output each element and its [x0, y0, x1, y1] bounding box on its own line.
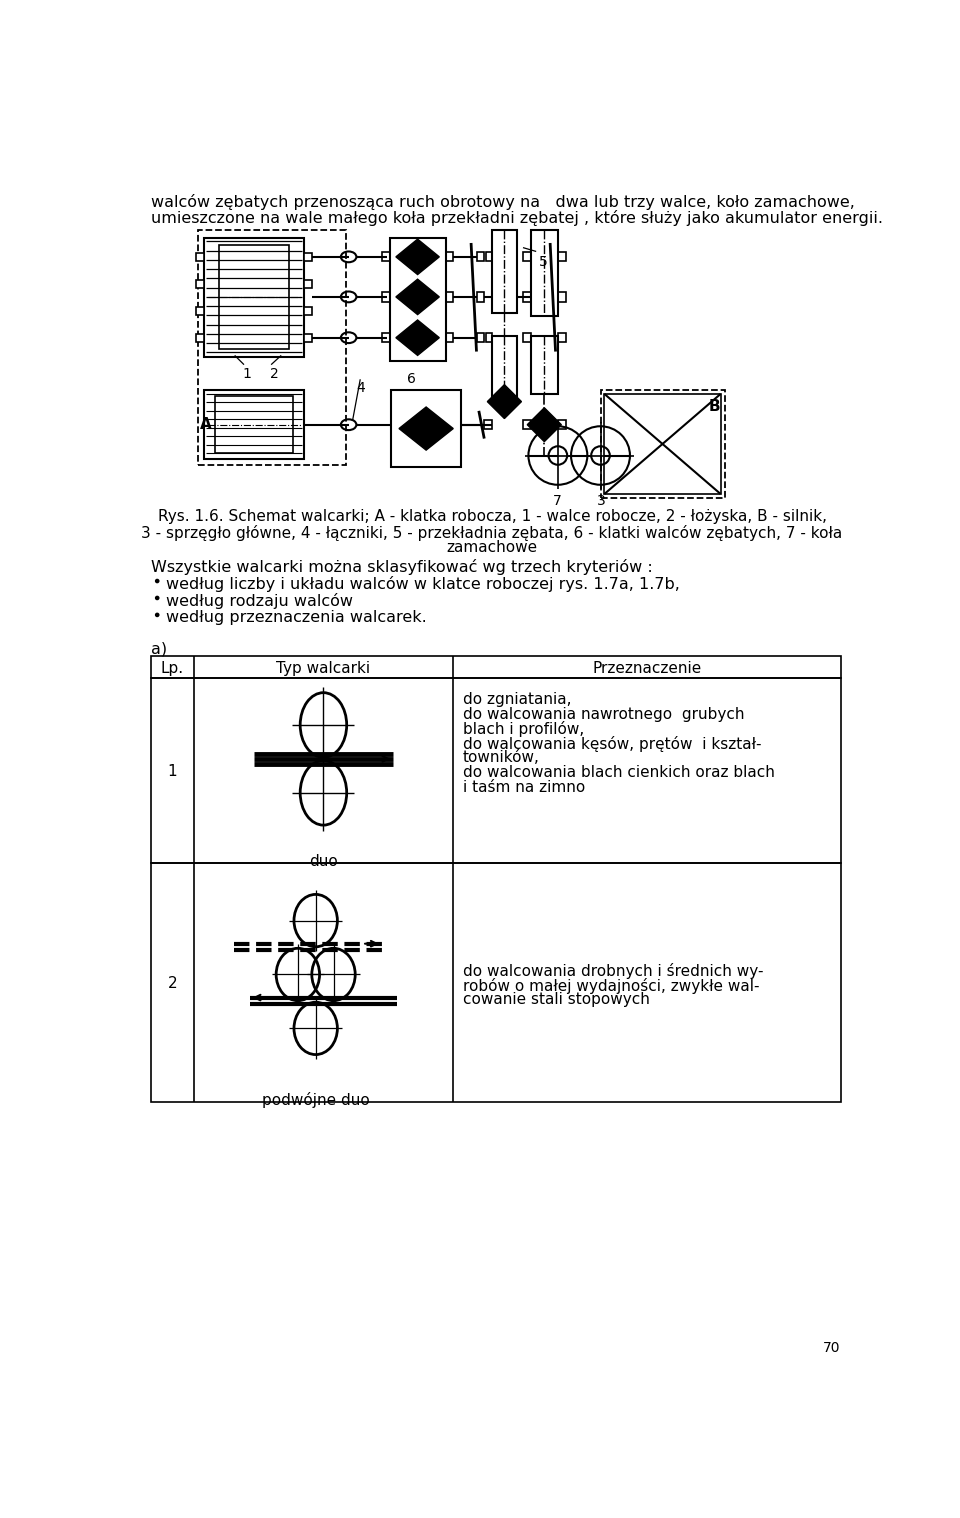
Polygon shape: [527, 408, 562, 442]
Bar: [484, 420, 492, 430]
Text: i taśm na zimno: i taśm na zimno: [463, 780, 585, 795]
Bar: [392, 390, 461, 468]
Text: do walcowania blach cienkich oraz blach: do walcowania blach cienkich oraz blach: [463, 765, 775, 780]
Text: 4: 4: [356, 381, 365, 395]
Text: a): a): [151, 641, 167, 656]
Bar: [204, 390, 304, 460]
Bar: [304, 334, 312, 342]
Text: robów o małej wydajności, zwykłe wal-: robów o małej wydajności, zwykłe wal-: [463, 978, 759, 994]
Bar: [523, 332, 531, 343]
Bar: [492, 335, 516, 398]
Polygon shape: [396, 320, 440, 355]
Text: 1: 1: [167, 764, 178, 779]
Bar: [151, 656, 841, 679]
Text: 5: 5: [539, 255, 547, 269]
Bar: [196, 254, 204, 261]
Bar: [558, 332, 565, 343]
Bar: [304, 307, 312, 314]
Text: cowanie stali stopowych: cowanie stali stopowych: [463, 993, 649, 1008]
Bar: [215, 396, 293, 454]
Circle shape: [155, 595, 159, 600]
Bar: [476, 252, 484, 261]
Text: duo: duo: [309, 853, 338, 868]
Bar: [558, 420, 565, 430]
Bar: [492, 229, 516, 313]
Text: podwójne duo: podwójne duo: [262, 1093, 370, 1108]
Text: B: B: [709, 399, 721, 414]
Text: do walcowania drobnych i średnich wy-: do walcowania drobnych i średnich wy-: [463, 962, 763, 979]
Text: Przeznaczenie: Przeznaczenie: [592, 662, 702, 676]
Bar: [382, 332, 390, 343]
Text: według rodzaju walców: według rodzaju walców: [166, 594, 353, 609]
Bar: [523, 420, 531, 430]
Text: według przeznaczenia walcarek.: według przeznaczenia walcarek.: [166, 610, 427, 625]
Bar: [445, 332, 453, 343]
Text: według liczby i układu walców w klatce roboczej rys. 1.7a, 1.7b,: według liczby i układu walców w klatce r…: [166, 577, 681, 592]
Bar: [523, 252, 531, 261]
Text: do walcowania nawrotnego  grubych: do walcowania nawrotnego grubych: [463, 706, 744, 721]
Text: walców zębatych przenosząca ruch obrotowy na   dwa lub trzy walce, koło zamachow: walców zębatych przenosząca ruch obrotow…: [151, 194, 854, 211]
Bar: [605, 393, 721, 493]
Bar: [151, 679, 841, 862]
Bar: [445, 293, 453, 302]
Bar: [196, 307, 204, 314]
Text: blach i profilów,: blach i profilów,: [463, 721, 584, 738]
Text: 2: 2: [167, 976, 178, 991]
Bar: [304, 254, 312, 261]
Text: 3 - sprzęgło główne, 4 - łączniki, 5 - przekładnia zębata, 6 - klatki walców zęb: 3 - sprzęgło główne, 4 - łączniki, 5 - p…: [141, 525, 843, 540]
Bar: [390, 238, 445, 361]
Bar: [476, 332, 484, 343]
Bar: [601, 390, 725, 498]
Bar: [531, 335, 558, 393]
Bar: [196, 279, 204, 287]
Polygon shape: [399, 407, 453, 451]
Text: zamachowe: zamachowe: [446, 540, 538, 556]
Text: 7: 7: [553, 493, 562, 509]
Text: 2: 2: [270, 367, 278, 381]
Polygon shape: [488, 384, 521, 419]
Text: Typ walcarki: Typ walcarki: [276, 662, 371, 676]
Text: do zgniatania,: do zgniatania,: [463, 692, 571, 707]
Text: A: A: [200, 417, 211, 433]
Text: Wszystkie walcarki można sklasyfikować wg trzech kryteriów :: Wszystkie walcarki można sklasyfikować w…: [151, 560, 653, 575]
Bar: [523, 293, 531, 302]
Text: umieszczone na wale małego koła przekładni zębatej , które służy jako akumulator: umieszczone na wale małego koła przekład…: [151, 209, 883, 226]
Bar: [476, 293, 484, 302]
Bar: [219, 246, 289, 349]
Bar: [304, 279, 312, 287]
Bar: [151, 862, 841, 1102]
Text: Lp.: Lp.: [160, 662, 184, 676]
Bar: [486, 332, 492, 343]
Bar: [204, 238, 304, 357]
Text: 3: 3: [597, 493, 606, 509]
Text: towników,: towników,: [463, 750, 540, 765]
Polygon shape: [396, 279, 440, 314]
Text: 1: 1: [243, 367, 252, 381]
Polygon shape: [396, 240, 440, 275]
Text: Rys. 1.6. Schemat walcarki; A - klatka robocza, 1 - walce robocze, 2 - łożyska, : Rys. 1.6. Schemat walcarki; A - klatka r…: [157, 510, 827, 524]
Bar: [445, 252, 453, 261]
Circle shape: [155, 613, 159, 618]
Bar: [382, 252, 390, 261]
Bar: [382, 293, 390, 302]
Bar: [486, 252, 492, 261]
Bar: [558, 293, 565, 302]
Text: 70: 70: [824, 1340, 841, 1356]
Bar: [558, 252, 565, 261]
Text: do walcowania kęsów, prętów  i kształ-: do walcowania kęsów, prętów i kształ-: [463, 736, 761, 751]
Bar: [198, 229, 347, 465]
Text: 6: 6: [407, 372, 416, 386]
Bar: [531, 229, 558, 316]
Bar: [196, 334, 204, 342]
Circle shape: [155, 578, 159, 583]
